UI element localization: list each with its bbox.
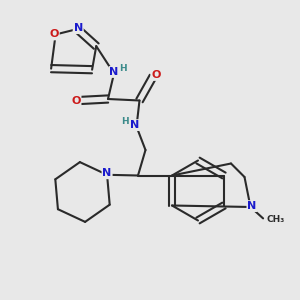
Text: N: N xyxy=(102,168,112,178)
Text: O: O xyxy=(50,29,59,40)
Text: O: O xyxy=(151,70,161,80)
Text: O: O xyxy=(71,95,81,106)
Text: CH₃: CH₃ xyxy=(266,215,284,224)
Text: N: N xyxy=(248,201,256,211)
Text: N: N xyxy=(74,23,83,33)
Text: N: N xyxy=(130,120,140,130)
Text: H: H xyxy=(119,64,127,73)
Text: H: H xyxy=(121,117,129,126)
Text: N: N xyxy=(110,67,118,77)
